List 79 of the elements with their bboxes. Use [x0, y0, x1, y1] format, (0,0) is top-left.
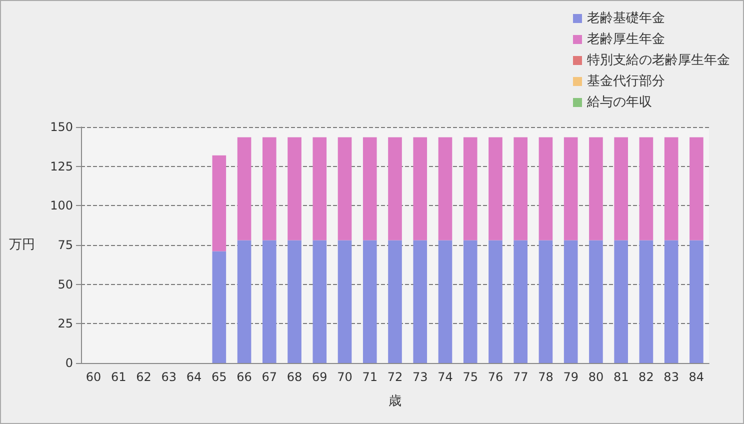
x-tick-label: 67	[262, 370, 278, 384]
x-tick-label: 84	[688, 370, 704, 384]
y-tick-label: 100	[50, 198, 73, 213]
x-tick-label: 61	[111, 370, 126, 384]
x-tick-label: 78	[538, 370, 554, 384]
bar	[463, 240, 478, 363]
x-tick-label: 64	[186, 370, 202, 384]
legend-label: 給与の年収	[586, 95, 652, 110]
x-tick-label: 77	[512, 370, 528, 384]
bar	[614, 240, 628, 363]
x-tick-label: 79	[563, 370, 578, 384]
y-tick-label: 25	[58, 316, 73, 331]
bar	[288, 240, 302, 363]
y-tick-label: 125	[50, 159, 73, 174]
bar	[639, 240, 654, 363]
y-tick-label: 150	[50, 120, 73, 134]
bar	[614, 137, 628, 240]
bar	[514, 137, 528, 240]
y-tick-label: 75	[58, 238, 73, 252]
x-tick-label: 82	[638, 370, 654, 384]
bar	[288, 137, 302, 240]
bar	[564, 137, 578, 240]
bar	[262, 240, 276, 363]
x-tick-label: 72	[387, 370, 403, 384]
bar	[664, 137, 678, 240]
legend-label: 基金代行部分	[587, 74, 665, 89]
bar	[237, 137, 252, 240]
x-tick-label: 63	[161, 370, 177, 384]
bar	[438, 240, 452, 363]
bar	[664, 240, 678, 363]
bar	[362, 137, 377, 240]
legend-label: 老齢基礎年金	[587, 11, 665, 26]
bar	[312, 137, 327, 240]
x-tick-label: 81	[613, 370, 629, 384]
bar	[564, 240, 578, 363]
bar	[262, 137, 276, 240]
x-tick-label: 74	[438, 370, 453, 384]
y-tick-label: 0	[65, 356, 73, 370]
bar	[413, 240, 428, 363]
bar	[488, 240, 502, 363]
x-tick-label: 73	[412, 370, 428, 384]
bar	[212, 155, 226, 252]
bar	[690, 137, 704, 240]
bar	[338, 137, 352, 240]
x-tick-label: 65	[212, 370, 227, 384]
bar	[538, 240, 553, 363]
x-tick-label: 80	[588, 370, 604, 384]
bar	[538, 137, 553, 240]
bar	[237, 240, 252, 363]
x-tick-label: 71	[362, 370, 378, 384]
x-tick-label: 75	[462, 370, 478, 384]
x-axis-title: 歳	[388, 394, 402, 409]
bar	[362, 240, 377, 363]
bar	[312, 240, 327, 363]
bar	[514, 240, 528, 363]
bar	[338, 240, 352, 363]
x-tick-label: 69	[312, 370, 328, 384]
x-tick-label: 68	[286, 370, 302, 384]
legend-label: 特別支給の老齢厚生年金	[587, 53, 730, 68]
x-tick-label: 70	[337, 370, 352, 384]
bar	[488, 137, 502, 240]
bar	[639, 137, 654, 240]
y-axis-title: 万円	[9, 238, 35, 252]
bar	[589, 240, 603, 363]
x-tick-label: 60	[86, 370, 102, 384]
bar	[388, 137, 402, 240]
bar	[438, 137, 452, 240]
bar	[463, 137, 478, 240]
bar	[690, 240, 704, 363]
x-tick-label: 62	[136, 370, 152, 384]
bar	[589, 137, 603, 240]
bar	[413, 137, 428, 240]
legend-label: 老齢厚生年金	[587, 32, 665, 47]
y-tick-label: 50	[58, 277, 73, 292]
x-tick-label: 76	[488, 370, 504, 384]
x-tick-label: 66	[236, 370, 252, 384]
x-tick-label: 83	[664, 370, 679, 384]
bar	[388, 240, 402, 363]
bar	[212, 251, 226, 363]
